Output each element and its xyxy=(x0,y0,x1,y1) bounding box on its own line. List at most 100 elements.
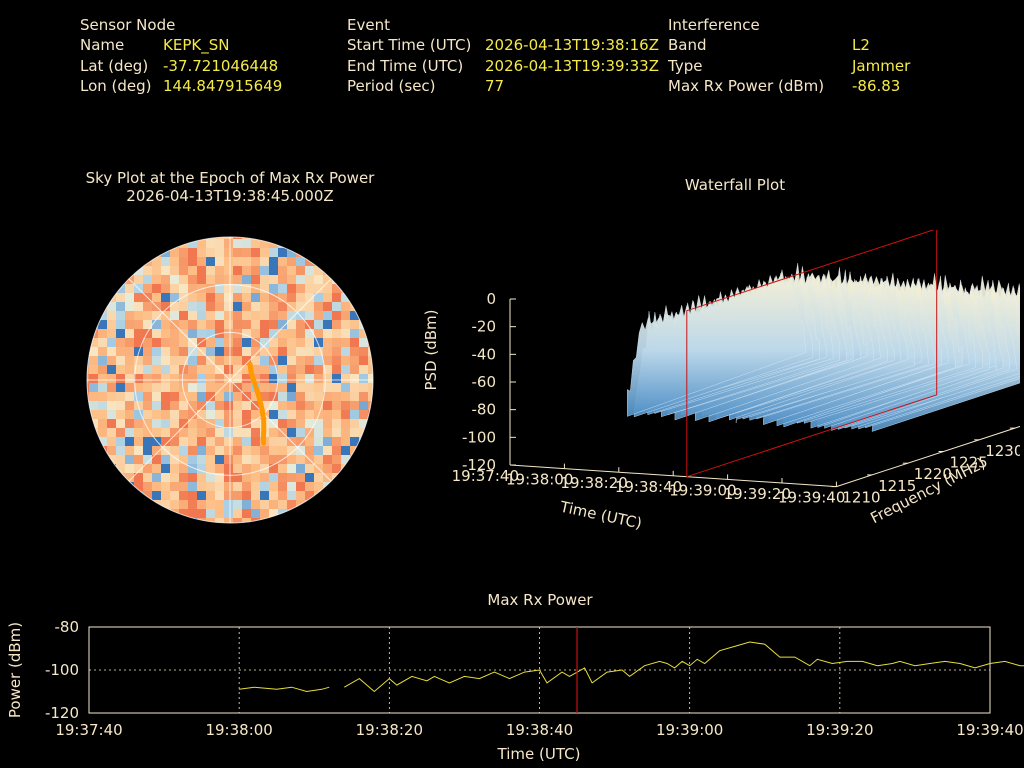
sky-cell xyxy=(296,293,306,303)
sky-cell xyxy=(206,491,216,501)
max-rx-x-tick-label: 19:38:40 xyxy=(506,721,573,739)
sky-cell xyxy=(179,464,189,474)
sky-cell xyxy=(179,293,189,303)
sky-cell xyxy=(170,437,180,447)
sky-cell xyxy=(170,482,180,492)
sky-cell xyxy=(278,284,288,294)
sky-cell xyxy=(332,464,342,474)
sky-cell xyxy=(188,446,198,456)
sky-cell xyxy=(296,437,306,447)
sky-cell xyxy=(251,284,261,294)
sky-cell xyxy=(161,419,171,429)
sky-cell xyxy=(206,248,216,258)
sky-cell xyxy=(179,482,189,492)
sky-cell xyxy=(260,302,270,312)
sky-cell xyxy=(206,518,216,523)
sky-cell xyxy=(368,401,373,411)
sky-cell xyxy=(233,419,243,429)
sky-cell xyxy=(278,266,288,276)
sky-cell xyxy=(206,455,216,465)
sky-cell xyxy=(287,419,297,429)
sky-cell xyxy=(107,356,117,366)
sky-cell xyxy=(305,401,315,411)
sky-cell xyxy=(251,410,261,420)
sky-cell xyxy=(224,428,234,438)
sky-cell xyxy=(179,311,189,321)
sky-cell xyxy=(161,374,171,384)
sky-cell xyxy=(251,482,261,492)
sky-cell xyxy=(179,374,189,384)
sky-cell xyxy=(179,500,189,510)
sky-cell xyxy=(89,365,99,375)
sky-cell xyxy=(287,392,297,402)
sky-cell xyxy=(242,365,252,375)
sky-cell xyxy=(341,383,351,393)
sky-cell xyxy=(242,248,252,258)
sky-cell xyxy=(143,383,153,393)
sky-cell xyxy=(107,437,117,447)
sky-cell xyxy=(134,320,144,330)
sky-cell xyxy=(332,338,342,348)
event-period-value: 77 xyxy=(485,76,505,95)
sky-cell xyxy=(341,329,351,339)
sky-cell xyxy=(188,237,198,240)
sky-cell xyxy=(359,374,369,384)
max-rx-series xyxy=(344,641,1024,693)
sky-cell xyxy=(323,383,333,393)
sky-cell xyxy=(287,500,297,510)
waterfall-plot-title: Waterfall Plot xyxy=(684,176,786,194)
sky-cell xyxy=(242,302,252,312)
sky-cell xyxy=(179,455,189,465)
sky-cell xyxy=(323,392,333,402)
sky-cell xyxy=(278,473,288,483)
sky-cell xyxy=(161,455,171,465)
sky-cell xyxy=(269,311,279,321)
sky-cell xyxy=(242,374,252,384)
sky-cell xyxy=(197,428,207,438)
sky-cell xyxy=(224,419,234,429)
sky-cell xyxy=(188,509,198,519)
sky-cell xyxy=(323,410,333,420)
sky-cell xyxy=(350,383,360,393)
max-rx-power-chart: 19:37:40 19:38:00 19:38:20 19:38:40 19:39:00… xyxy=(6,618,1024,763)
sky-cell xyxy=(197,455,207,465)
sky-cell xyxy=(332,356,342,366)
sky-cell xyxy=(161,401,171,411)
sky-cell xyxy=(341,473,351,483)
sky-cell xyxy=(188,374,198,384)
sensor-lat-row: Lat (deg) -37.721046448 xyxy=(80,56,278,76)
sky-cell xyxy=(125,284,135,294)
max-rx-x-tick-label: 19:39:00 xyxy=(656,721,723,739)
sky-cell xyxy=(314,383,324,393)
sky-cell xyxy=(296,374,306,384)
sky-cell xyxy=(116,293,126,303)
sky-cell xyxy=(215,392,225,402)
sky-cell xyxy=(341,293,351,303)
sky-cell xyxy=(359,383,369,393)
sky-cell xyxy=(215,239,225,249)
sky-cell xyxy=(143,311,153,321)
sky-cell xyxy=(296,257,306,267)
sky-cell xyxy=(197,500,207,510)
sky-cell xyxy=(215,428,225,438)
sky-cell xyxy=(206,392,216,402)
sky-cell xyxy=(170,356,180,366)
sky-cell xyxy=(152,392,162,402)
sky-cell xyxy=(323,437,333,447)
sky-cell xyxy=(242,401,252,411)
sky-cell xyxy=(107,311,117,321)
sky-cell xyxy=(332,311,342,321)
sky-cell xyxy=(305,329,315,339)
sky-cell xyxy=(314,392,324,402)
sky-cell xyxy=(98,338,108,348)
sensor-lon-row: Lon (deg) 144.847915649 xyxy=(80,76,282,96)
sky-cell xyxy=(215,237,225,240)
sky-cell xyxy=(251,237,261,240)
sky-cell xyxy=(323,284,333,294)
sky-cell xyxy=(224,446,234,456)
sky-cell xyxy=(152,401,162,411)
sky-cell xyxy=(125,302,135,312)
sky-cell xyxy=(332,365,342,375)
sky-cell xyxy=(350,428,360,438)
sky-cell xyxy=(143,455,153,465)
